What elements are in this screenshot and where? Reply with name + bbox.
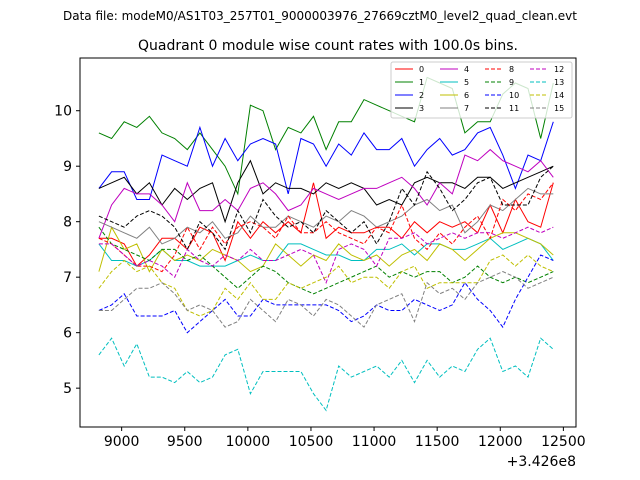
x-tick-label: 9000	[104, 434, 140, 450]
legend-label-11: 11	[509, 104, 519, 113]
y-tick-label: 5	[63, 381, 72, 397]
x-tick-label: 9500	[167, 434, 203, 450]
legend-label-7: 7	[464, 104, 469, 113]
file-suptitle: Data file: modeM0/AS1T03_257T01_90000039…	[63, 9, 577, 23]
legend-label-2: 2	[419, 91, 424, 100]
series-layer	[98, 76, 554, 412]
legend-label-8: 8	[509, 65, 514, 74]
legend-label-14: 14	[554, 91, 564, 100]
legend-label-5: 5	[464, 78, 469, 87]
series-line-12	[98, 226, 554, 285]
x-tick-label: 11000	[352, 434, 397, 450]
legend-label-6: 6	[464, 91, 469, 100]
plot-area-frame	[79, 57, 577, 428]
series-line-14	[98, 254, 554, 317]
legend-label-3: 3	[419, 104, 424, 113]
series-line-2	[98, 121, 554, 200]
series-line-9	[98, 226, 554, 295]
x-offset-label: +3.426e8	[507, 454, 576, 470]
x-tick-label: 10000	[226, 434, 271, 450]
series-line-10	[98, 254, 554, 334]
x-tick-label: 11500	[415, 434, 460, 450]
series-line-1	[98, 76, 554, 196]
legend-box	[390, 61, 573, 119]
series-line-4	[98, 148, 554, 239]
series-line-6	[98, 225, 554, 273]
series-line-3	[98, 159, 554, 224]
series-line-15	[98, 271, 554, 328]
legend-label-4: 4	[464, 65, 469, 74]
legend-label-9: 9	[509, 78, 514, 87]
x-tick-label: 10500	[289, 434, 334, 450]
y-tick-label: 8	[63, 215, 72, 231]
legend-label-0: 0	[419, 65, 424, 74]
x-tick-label: 12000	[478, 434, 523, 450]
y-tick-label: 7	[63, 270, 72, 286]
legend-label-1: 1	[419, 78, 424, 87]
legend-label-15: 15	[554, 104, 564, 113]
legend-label-12: 12	[554, 65, 564, 74]
series-line-7	[98, 187, 554, 245]
legend-label-13: 13	[554, 78, 564, 87]
axes-layer: 9000 9500 10000 10500 11000 11500 12000 12500 5 6…	[54, 104, 585, 450]
y-tick-label: 10	[54, 104, 72, 120]
y-tick-label: 9	[63, 159, 72, 175]
chart-title: Quadrant 0 module wise count rates with …	[138, 38, 518, 54]
series-line-8	[98, 182, 554, 273]
series-line-13	[98, 337, 554, 412]
x-tick-label: 12500	[541, 434, 586, 450]
series-line-11	[98, 165, 554, 251]
y-tick-label: 6	[63, 326, 72, 342]
legend-label-10: 10	[509, 91, 519, 100]
